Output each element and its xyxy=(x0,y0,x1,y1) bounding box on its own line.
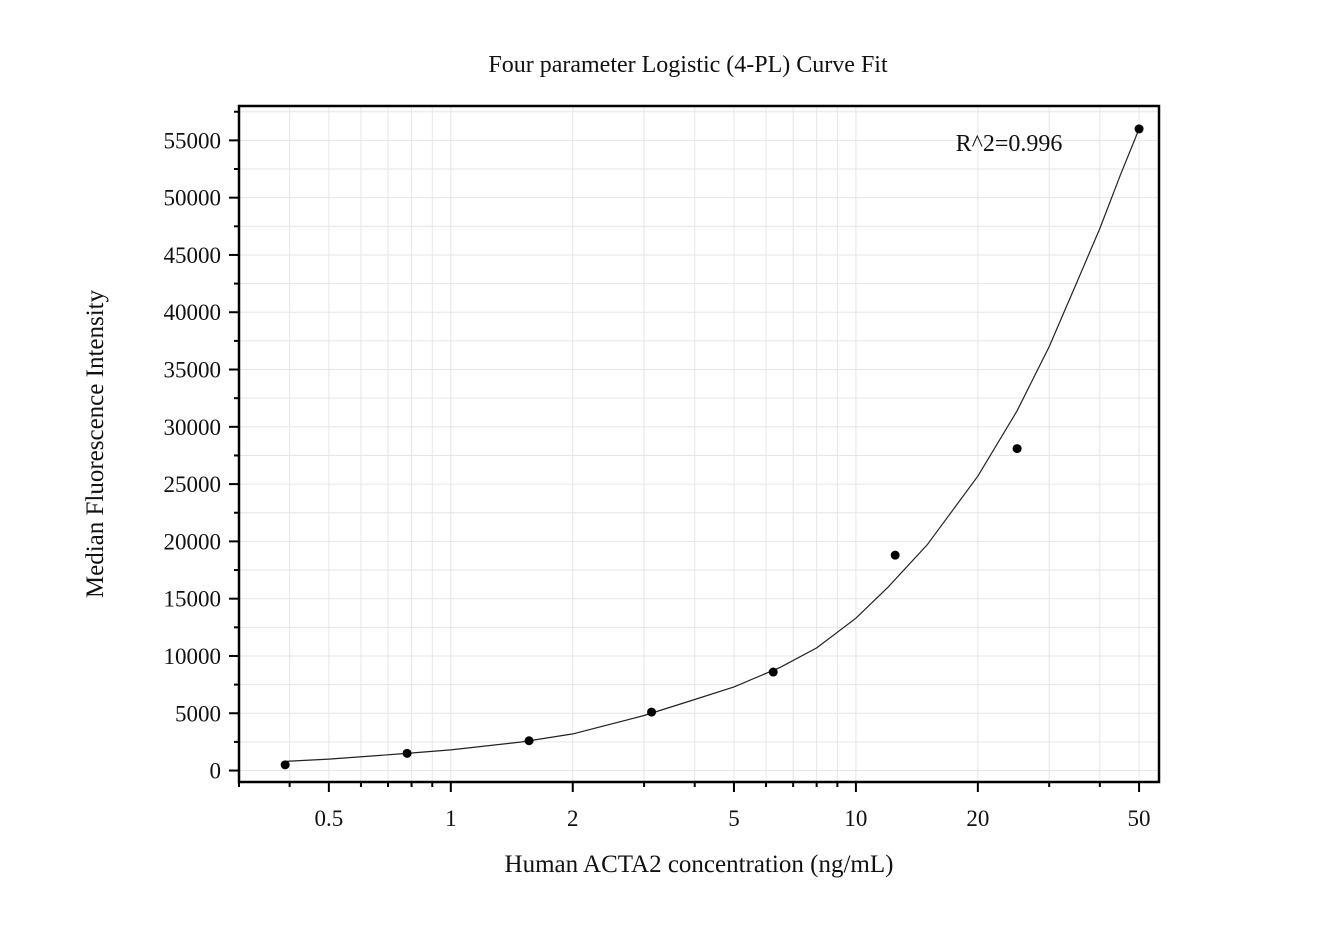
x-axis-label: Human ACTA2 concentration (ng/mL) xyxy=(505,851,894,878)
y-tick-label: 15000 xyxy=(164,587,222,612)
x-tick-label: 50 xyxy=(1128,806,1151,831)
axes xyxy=(229,104,1161,792)
x-tick-label: 10 xyxy=(844,806,867,831)
x-tick-label: 0.5 xyxy=(314,806,343,831)
data-points xyxy=(280,124,1144,770)
y-tick-label: 5000 xyxy=(175,701,221,726)
x-tick-label: 20 xyxy=(966,806,989,831)
y-tick-label: 40000 xyxy=(164,300,222,325)
data-point xyxy=(1134,124,1144,134)
tick-labels: 0 5000 10000 15000 20000 25000 30000 35000 40000… xyxy=(164,128,1151,831)
y-tick-label: 25000 xyxy=(164,472,222,497)
x-tick-label: 5 xyxy=(728,806,740,831)
fit-curve xyxy=(285,128,1140,762)
data-point xyxy=(647,707,657,717)
y-tick-label: 0 xyxy=(210,759,222,784)
plot-frame xyxy=(237,104,1161,784)
y-tick-label: 20000 xyxy=(164,529,222,554)
grid xyxy=(238,106,1159,782)
data-point xyxy=(890,550,900,560)
chart-title: Four parameter Logistic (4-PL) Curve Fit xyxy=(488,52,888,78)
x-tick-label: 2 xyxy=(567,806,579,831)
data-point xyxy=(1012,444,1022,454)
y-tick-label: 45000 xyxy=(164,243,222,268)
y-tick-label: 10000 xyxy=(164,644,222,669)
x-tick-label: 1 xyxy=(445,806,457,831)
r-squared-annotation: R^2=0.996 xyxy=(956,131,1063,157)
y-tick-label: 55000 xyxy=(164,128,222,153)
y-tick-label: 30000 xyxy=(164,415,222,440)
data-point xyxy=(768,667,778,677)
data-point xyxy=(524,736,534,746)
y-axis-label: Median Fluorescence Intensity xyxy=(82,289,109,598)
data-point xyxy=(280,760,290,770)
fit-curve-layer xyxy=(285,128,1140,762)
data-point xyxy=(402,748,412,758)
y-tick-label: 50000 xyxy=(164,186,222,211)
y-tick-label: 35000 xyxy=(164,358,222,383)
